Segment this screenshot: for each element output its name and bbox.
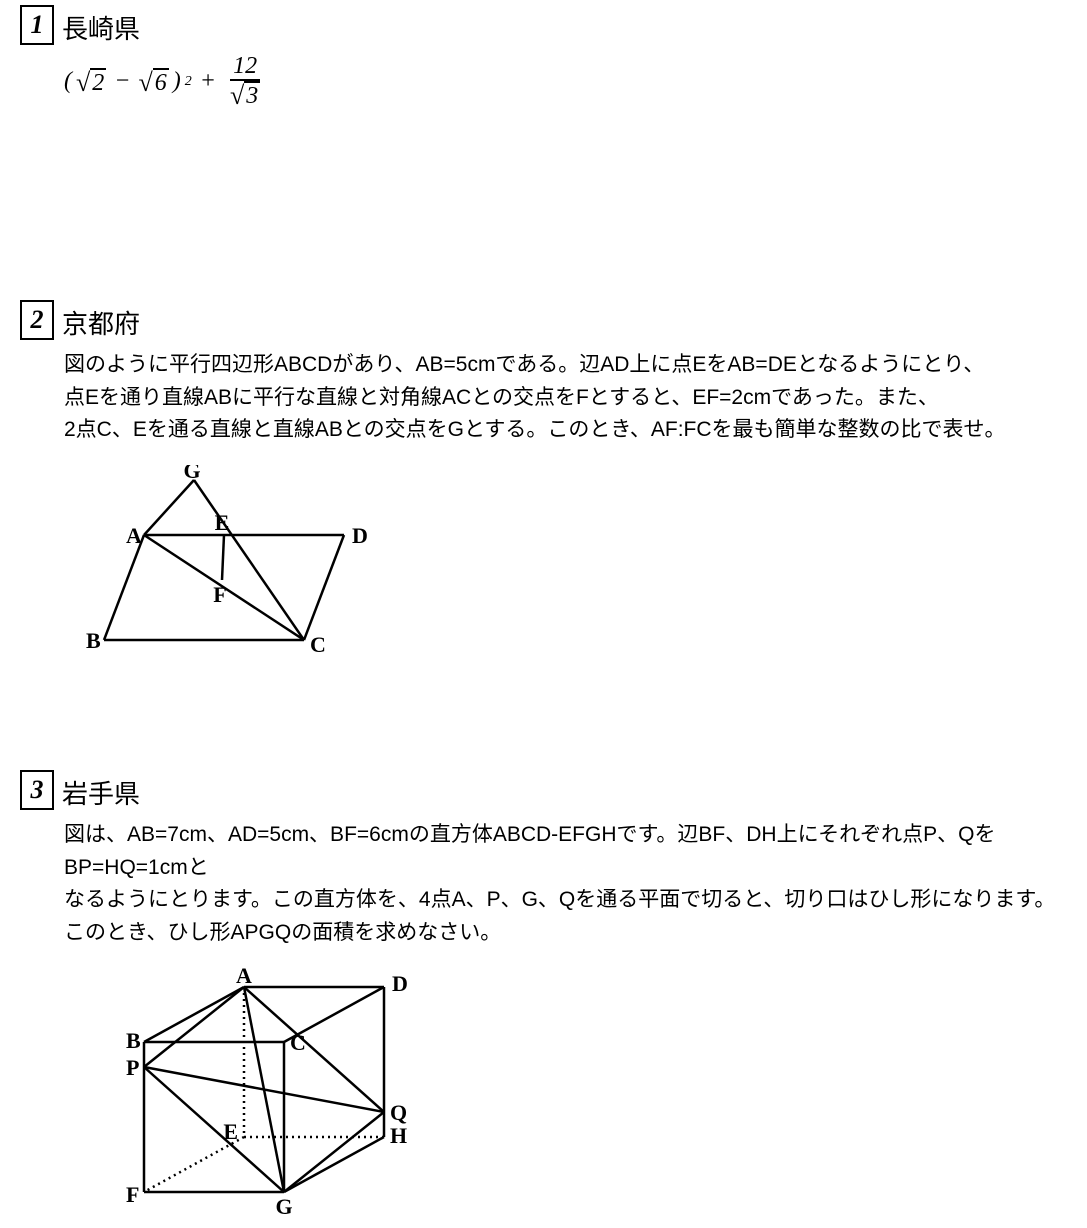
problem-1: 1 長崎県 ( √2 − √6 )2 + 12 √3 [20, 5, 1067, 110]
problem-3: 3 岩手県 図は、AB=7cm、AD=5cm、BF=6cmの直方体ABCD-EF… [20, 770, 1087, 1228]
problem-2-line-1: 図のように平行四辺形ABCDがあり、AB=5cmである。辺AD上に点EをAB=D… [64, 349, 1006, 382]
problem-3-line-2: なるようにとります。この直方体を、4点A、P、G、Qを通る平面で切ると、切り口は… [64, 884, 1087, 917]
svg-text:B: B [86, 628, 101, 653]
problem-2-prefecture: 京都府 [62, 300, 140, 341]
problem-3-number: 3 [20, 770, 54, 810]
problem-3-body: 図は、AB=7cm、AD=5cm、BF=6cmの直方体ABCD-EFGHです。辺… [20, 819, 1087, 1228]
exponent: 2 [185, 71, 192, 93]
problem-3-line-1: 図は、AB=7cm、AD=5cm、BF=6cmの直方体ABCD-EFGHです。辺… [64, 819, 1087, 884]
problem-3-header: 3 岩手県 [20, 770, 1087, 811]
problem-3-prefecture: 岩手県 [62, 770, 140, 811]
svg-text:E: E [215, 510, 230, 535]
problem-3-diagram: A D B C P Q E H F G [104, 967, 1087, 1228]
svg-text:H: H [390, 1123, 407, 1148]
problem-1-header: 1 長崎県 [20, 5, 1067, 46]
svg-text:Q: Q [390, 1100, 407, 1125]
problem-2: 2 京都府 図のように平行四辺形ABCDがあり、AB=5cmである。辺AD上に点… [20, 300, 1006, 675]
problem-2-line-3: 2点C、Eを通る直線と直線ABとの交点をGとする。このとき、AF:FCを最も簡単… [64, 414, 1006, 447]
problem-3-line-3: このとき、ひし形APGQの面積を求めなさい。 [64, 917, 1087, 950]
svg-text:C: C [310, 632, 326, 657]
svg-text:B: B [126, 1028, 141, 1053]
svg-text:P: P [126, 1055, 139, 1080]
svg-text:F: F [213, 582, 226, 607]
sqrt-6: 6 [153, 68, 169, 96]
sqrt-2: 2 [90, 68, 106, 96]
svg-text:D: D [392, 971, 408, 996]
parallelogram-diagram: G A E D F B C [64, 465, 384, 665]
svg-text:G: G [183, 465, 200, 483]
problem-2-number: 2 [20, 300, 54, 340]
problem-2-line-2: 点Eを通り直線ABに平行な直線と対角線ACとの交点をFとすると、EF=2cmであ… [64, 382, 1006, 415]
svg-text:G: G [275, 1194, 292, 1217]
problem-2-diagram: G A E D F B C [64, 465, 1006, 676]
svg-text:D: D [352, 523, 368, 548]
problem-1-formula: ( √2 − √6 )2 + 12 √3 [64, 54, 1067, 110]
svg-text:F: F [126, 1182, 139, 1207]
cuboid-diagram: A D B C P Q E H F G [104, 967, 424, 1217]
problem-1-number: 1 [20, 5, 54, 45]
problem-1-prefecture: 長崎県 [62, 5, 140, 46]
problem-2-body: 図のように平行四辺形ABCDがあり、AB=5cmである。辺AD上に点EをAB=D… [20, 349, 1006, 675]
frac-num: 12 [230, 54, 260, 81]
problem-1-body: ( √2 − √6 )2 + 12 √3 [20, 54, 1067, 110]
svg-text:C: C [290, 1030, 306, 1055]
problem-2-header: 2 京都府 [20, 300, 1006, 341]
fraction: 12 √3 [227, 54, 263, 110]
svg-text:A: A [236, 967, 252, 988]
frac-den: 3 [244, 81, 260, 109]
svg-text:E: E [223, 1119, 238, 1144]
svg-text:A: A [126, 523, 142, 548]
